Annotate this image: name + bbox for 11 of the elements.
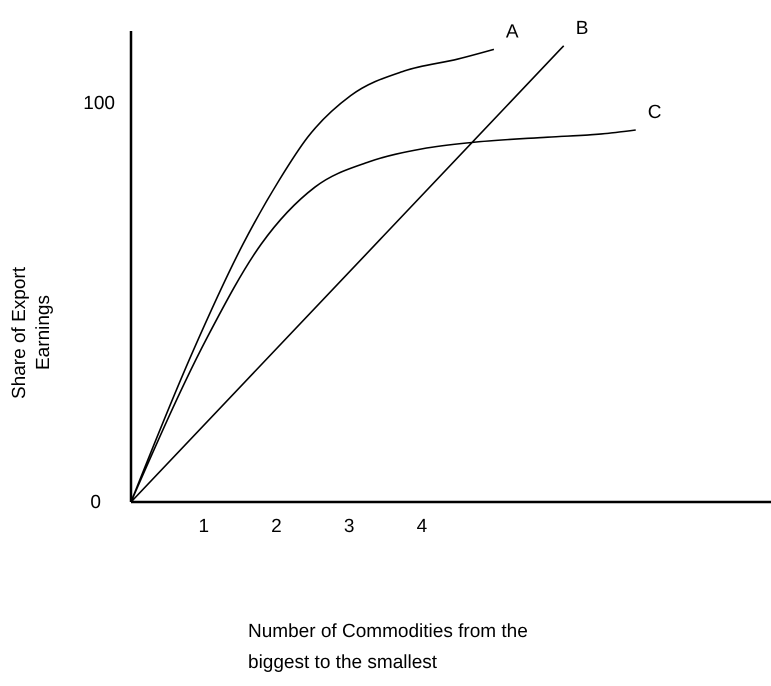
y-tick-label: 0 (90, 492, 101, 513)
y-tick-label: 100 (83, 92, 115, 114)
series-label: B (576, 18, 588, 39)
x-tick-label: 2 (271, 516, 282, 537)
x-tick-label: 4 (416, 516, 428, 537)
y-axis-title: Share of Export Earnings (8, 266, 55, 402)
series-label: C (648, 102, 662, 123)
x-tick-label: 1 (198, 516, 210, 537)
series-label: A (506, 21, 519, 42)
x-tick-label: 3 (344, 516, 354, 537)
x-axis-title: Number of Commodities from the biggest to the smallest (248, 620, 529, 675)
